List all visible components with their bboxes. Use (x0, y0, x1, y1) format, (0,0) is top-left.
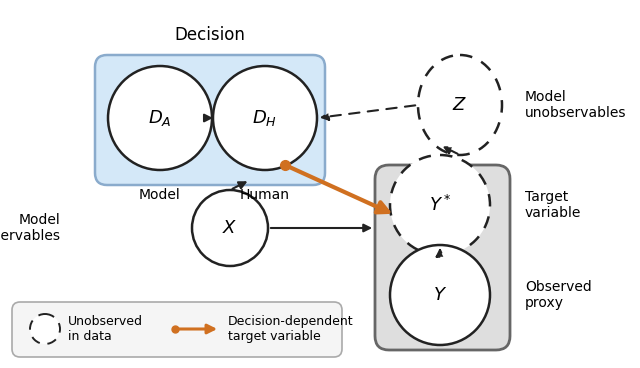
Ellipse shape (108, 66, 212, 170)
FancyBboxPatch shape (12, 302, 342, 357)
Text: $D_A$: $D_A$ (148, 108, 172, 128)
Text: Decision: Decision (175, 26, 245, 44)
Text: $X$: $X$ (222, 219, 237, 237)
Text: Observed
proxy: Observed proxy (525, 280, 592, 310)
Ellipse shape (390, 245, 490, 345)
Ellipse shape (213, 66, 317, 170)
Text: Human: Human (240, 188, 290, 202)
Text: Model: Model (139, 188, 181, 202)
Ellipse shape (30, 314, 60, 344)
Text: $D_H$: $D_H$ (253, 108, 278, 128)
Text: $Z$: $Z$ (452, 96, 468, 114)
Text: $Y^*$: $Y^*$ (429, 195, 451, 215)
FancyBboxPatch shape (95, 55, 325, 185)
Text: Model
observables: Model observables (0, 213, 60, 243)
Ellipse shape (192, 190, 268, 266)
Text: Unobserved
in data: Unobserved in data (68, 315, 143, 343)
FancyBboxPatch shape (375, 165, 510, 350)
Text: $Y$: $Y$ (433, 286, 447, 304)
Text: Decision-dependent
target variable: Decision-dependent target variable (228, 315, 354, 343)
Text: Target
variable: Target variable (525, 190, 581, 220)
Ellipse shape (418, 55, 502, 155)
Text: Model
unobservables: Model unobservables (525, 90, 627, 120)
Ellipse shape (390, 155, 490, 255)
